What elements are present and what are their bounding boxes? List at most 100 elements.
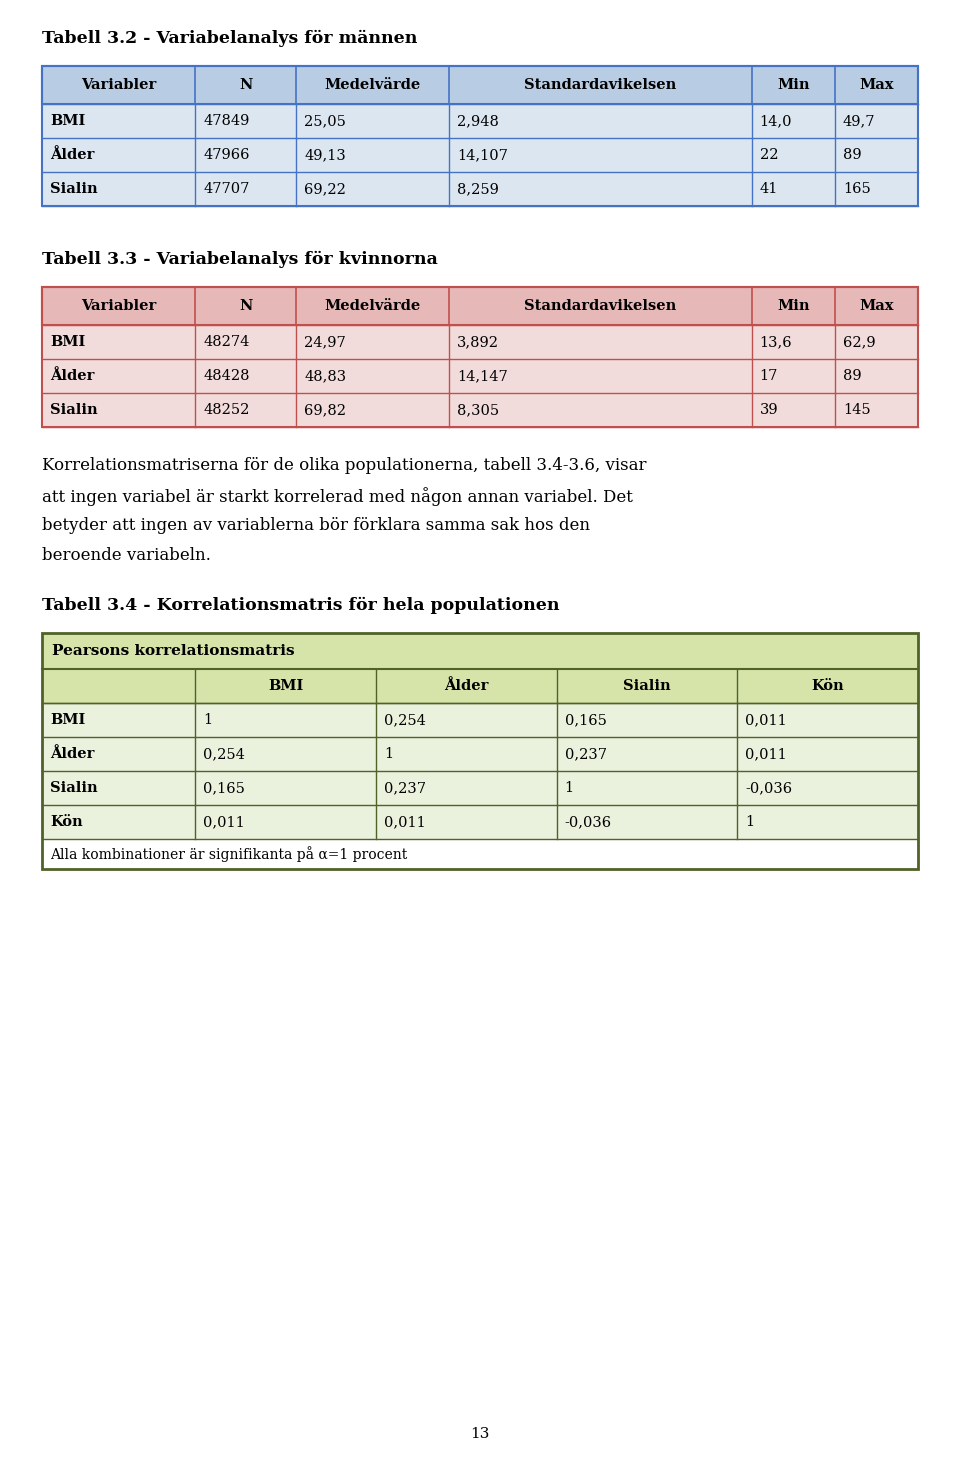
Text: 0,165: 0,165 [204, 781, 245, 795]
Bar [42, 104, 918, 137]
Text: Max: Max [859, 300, 894, 313]
Text: BMI: BMI [50, 114, 85, 129]
Text: Standardavikelsen: Standardavikelsen [524, 300, 677, 313]
Text: Ålder: Ålder [50, 148, 94, 162]
Text: 0,237: 0,237 [384, 781, 426, 795]
Text: 62,9: 62,9 [843, 335, 876, 349]
Bar [42, 287, 918, 427]
Text: Medelvärde: Medelvärde [324, 300, 420, 313]
Text: -0,036: -0,036 [564, 814, 612, 829]
Bar [42, 137, 918, 173]
Text: 14,107: 14,107 [457, 148, 508, 162]
Text: 89: 89 [843, 368, 861, 383]
Text: 22: 22 [759, 148, 778, 162]
Text: -0,036: -0,036 [745, 781, 792, 795]
Text: 39: 39 [759, 404, 779, 417]
Text: 48,83: 48,83 [304, 368, 347, 383]
Bar [42, 325, 918, 360]
Text: 69,82: 69,82 [304, 404, 346, 417]
Text: BMI: BMI [50, 713, 85, 727]
Text: 0,011: 0,011 [745, 713, 787, 727]
Bar [42, 66, 918, 104]
Text: Variabler: Variabler [81, 300, 156, 313]
Text: 0,011: 0,011 [384, 814, 425, 829]
Bar [42, 633, 918, 670]
Text: 165: 165 [843, 181, 871, 196]
Text: 8,259: 8,259 [457, 181, 499, 196]
Text: 8,305: 8,305 [457, 404, 499, 417]
Text: 1: 1 [564, 781, 574, 795]
Bar [42, 360, 918, 393]
Text: 69,22: 69,22 [304, 181, 346, 196]
Text: 2,948: 2,948 [457, 114, 499, 129]
Text: 49,7: 49,7 [843, 114, 876, 129]
Text: Ålder: Ålder [444, 678, 489, 693]
Text: Min: Min [777, 77, 809, 92]
Text: Kön: Kön [811, 678, 844, 693]
Text: Ålder: Ålder [50, 747, 94, 762]
Text: 0,254: 0,254 [204, 747, 245, 762]
Text: Ålder: Ålder [50, 368, 94, 383]
Text: Tabell 3.3 - Variabelanalys för kvinnorna: Tabell 3.3 - Variabelanalys för kvinnorn… [42, 251, 438, 268]
Text: Medelvärde: Medelvärde [324, 77, 420, 92]
Bar [42, 173, 918, 206]
Text: att ingen variabel är starkt korrelerad med någon annan variabel. Det: att ingen variabel är starkt korrelerad … [42, 487, 633, 506]
Text: N: N [239, 300, 252, 313]
Text: 48252: 48252 [204, 404, 250, 417]
Text: 14,0: 14,0 [759, 114, 792, 129]
Text: 0,011: 0,011 [745, 747, 787, 762]
Text: Tabell 3.2 - Variabelanalys för männen: Tabell 3.2 - Variabelanalys för männen [42, 31, 418, 47]
Bar [42, 287, 918, 325]
Bar [42, 66, 918, 206]
Text: 0,165: 0,165 [564, 713, 607, 727]
Text: 0,237: 0,237 [564, 747, 607, 762]
Text: Korrelationsmatriserna för de olika populationerna, tabell 3.4-3.6, visar: Korrelationsmatriserna för de olika popu… [42, 458, 646, 474]
Bar [42, 703, 918, 737]
Bar [42, 839, 918, 868]
Text: 47707: 47707 [204, 181, 250, 196]
Text: betyder att ingen av variablerna bör förklara samma sak hos den: betyder att ingen av variablerna bör för… [42, 518, 590, 534]
Text: 145: 145 [843, 404, 871, 417]
Text: 48274: 48274 [204, 335, 250, 349]
Text: 13,6: 13,6 [759, 335, 792, 349]
Text: 1: 1 [745, 814, 755, 829]
Bar [42, 737, 918, 770]
Text: 14,147: 14,147 [457, 368, 508, 383]
Text: Alla kombinationer är signifikanta på α=1 procent: Alla kombinationer är signifikanta på α=… [50, 846, 407, 863]
Text: Variabler: Variabler [81, 77, 156, 92]
Text: Sialin: Sialin [50, 181, 98, 196]
Text: BMI: BMI [268, 678, 303, 693]
Text: Standardavikelsen: Standardavikelsen [524, 77, 677, 92]
Text: 13: 13 [470, 1427, 490, 1442]
Bar [42, 287, 918, 325]
Bar [42, 633, 918, 868]
Text: Max: Max [859, 77, 894, 92]
Text: 47849: 47849 [204, 114, 250, 129]
Text: 41: 41 [759, 181, 778, 196]
Text: 48428: 48428 [204, 368, 250, 383]
Text: 24,97: 24,97 [304, 335, 346, 349]
Text: Kön: Kön [50, 814, 83, 829]
Text: 17: 17 [759, 368, 778, 383]
Text: BMI: BMI [50, 335, 85, 349]
Text: Tabell 3.4 - Korrelationsmatris för hela populationen: Tabell 3.4 - Korrelationsmatris för hela… [42, 596, 560, 614]
Bar [42, 770, 918, 806]
Text: 25,05: 25,05 [304, 114, 346, 129]
Text: Sialin: Sialin [50, 781, 98, 795]
Text: N: N [239, 77, 252, 92]
Text: Pearsons korrelationsmatris: Pearsons korrelationsmatris [52, 643, 295, 658]
Text: 89: 89 [843, 148, 861, 162]
Text: 47966: 47966 [204, 148, 250, 162]
Text: 1: 1 [204, 713, 212, 727]
Text: 49,13: 49,13 [304, 148, 346, 162]
Text: Sialin: Sialin [50, 404, 98, 417]
Bar [42, 670, 918, 703]
Text: 0,254: 0,254 [384, 713, 426, 727]
Text: Min: Min [777, 300, 809, 313]
Text: beroende variabeln.: beroende variabeln. [42, 547, 211, 564]
Bar [42, 806, 918, 839]
Text: Sialin: Sialin [623, 678, 671, 693]
Text: 3,892: 3,892 [457, 335, 499, 349]
Text: 0,011: 0,011 [204, 814, 245, 829]
Bar [42, 66, 918, 104]
